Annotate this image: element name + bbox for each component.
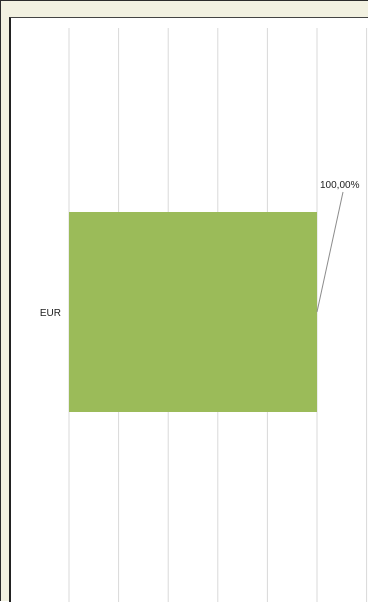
category-label-eur: EUR [40, 308, 61, 319]
bar-eur [69, 212, 317, 412]
data-label-eur: 100,00% [320, 180, 360, 191]
labels: 100,00% EUR [40, 180, 360, 319]
bars [69, 212, 317, 412]
plot-panel: 100,00% EUR [9, 17, 368, 602]
data-label-leader-line [316, 191, 344, 313]
chart-svg: 100,00% EUR [40, 28, 368, 602]
